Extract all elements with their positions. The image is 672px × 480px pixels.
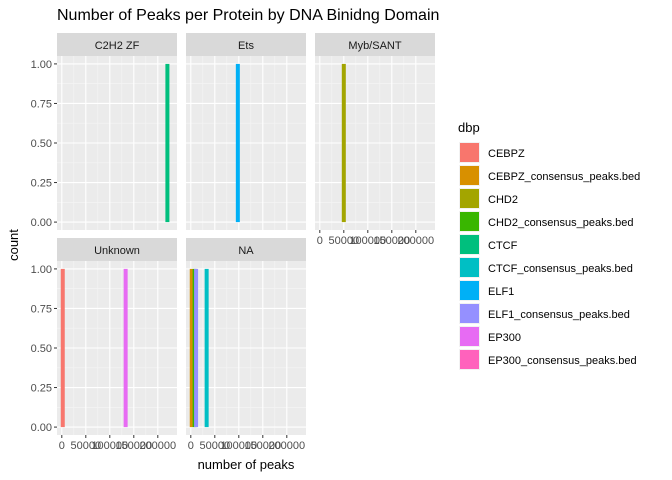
legend-swatch <box>460 304 479 323</box>
legend-swatch <box>460 212 479 231</box>
y-tick-label: 1.00 <box>31 264 52 276</box>
chart-title: Number of Peaks per Protein by DNA Binid… <box>57 7 439 24</box>
facet-strip <box>186 238 306 261</box>
legend-swatch <box>460 235 479 254</box>
x-tick-label: 0 <box>59 440 65 452</box>
y-tick-label: 0.25 <box>31 383 52 395</box>
facet-label: Ets <box>238 40 254 52</box>
y-tick-label: 0.25 <box>31 178 52 190</box>
bar-cebpz-consensus-peaks-bed <box>189 268 194 428</box>
x-tick-label: 200000 <box>139 440 176 452</box>
legend-label: ELF1_consensus_peaks.bed <box>488 309 630 321</box>
x-tick-label: 200000 <box>397 235 434 247</box>
legend-item: EP300_consensus_peaks.bed <box>459 349 637 370</box>
legend-item: CHD2 <box>459 188 518 209</box>
bar-ctcf-consensus-peaks-bed <box>204 268 209 428</box>
facet-strip <box>315 33 435 56</box>
facet-strip <box>57 33 177 56</box>
x-tick-label: 150000 <box>244 440 281 452</box>
facet-strip <box>57 238 177 261</box>
y-tick-label: 0.50 <box>31 343 52 355</box>
panel-unknown: Unknown 0.00 0.25 0.50 0.75 1.00 0 500001000001… <box>31 238 177 452</box>
legend-label: CTCF_consensus_peaks.bed <box>488 263 633 275</box>
facet-label: C2H2 ZF <box>95 40 140 52</box>
y-tick-label: 0.00 <box>31 217 52 229</box>
legend-label: CTCF <box>488 240 518 252</box>
bar-ep300 <box>123 268 128 428</box>
facet-strip <box>186 33 306 56</box>
x-tick-label: 0 <box>188 440 194 452</box>
legend-item: CTCF <box>459 234 518 255</box>
legend: dbp CEBPZ CEBPZ_consensus_peaks.bed CHD2 CHD… <box>458 120 640 370</box>
x-axis-label: number of peaks <box>198 457 295 472</box>
x-tick-label: 150000 <box>115 440 152 452</box>
facet-label: NA <box>238 245 254 257</box>
x-tick-label: 100000 <box>349 235 386 247</box>
panel-c2h2-zf: C2H2 ZF 0.00 0.25 0.50 0.75 1.00 <box>31 33 177 230</box>
y-tick-label: 0.50 <box>31 138 52 150</box>
legend-label: CEBPZ_consensus_peaks.bed <box>488 171 640 183</box>
y-tick-label: 0.75 <box>31 98 52 110</box>
legend-item: ELF1_consensus_peaks.bed <box>459 303 630 324</box>
legend-label: ELF1 <box>488 286 514 298</box>
legend-item: EP300 <box>459 326 521 347</box>
bar-elf1 <box>235 63 240 223</box>
y-axis-label: count <box>6 229 21 261</box>
y-tick-label: 0.75 <box>31 303 52 315</box>
x-tick-label: 100000 <box>220 440 257 452</box>
facet-label: Myb/SANT <box>348 40 401 52</box>
x-tick-label: 50000 <box>200 440 231 452</box>
panel-ets: Ets <box>186 33 306 230</box>
x-tick-label: 200000 <box>268 440 305 452</box>
legend-swatch <box>460 258 479 277</box>
legend-swatch <box>460 189 479 208</box>
legend-item: ELF1 <box>459 280 514 301</box>
bar-chd2 <box>341 63 346 223</box>
bar-elf1-consensus-peaks-bed <box>194 268 199 428</box>
legend-item: CTCF_consensus_peaks.bed <box>459 257 633 278</box>
y-tick-label: 0.00 <box>31 422 52 434</box>
x-tick-label: 150000 <box>373 235 410 247</box>
legend-swatch <box>460 350 479 369</box>
bar-cebpz <box>60 268 65 428</box>
legend-title: dbp <box>458 120 480 135</box>
legend-swatch <box>460 143 479 162</box>
legend-swatch <box>460 281 479 300</box>
legend-label: CEBPZ <box>488 148 525 160</box>
legend-swatch <box>460 327 479 346</box>
x-tick-label: 0 <box>317 235 323 247</box>
x-tick-label: 100000 <box>91 440 128 452</box>
legend-item: CHD2_consensus_peaks.bed <box>459 211 634 232</box>
x-tick-label: 50000 <box>329 235 360 247</box>
legend-label: CHD2 <box>488 194 518 206</box>
legend-swatch <box>460 166 479 185</box>
x-tick-label: 50000 <box>71 440 102 452</box>
legend-label: EP300 <box>488 332 521 344</box>
legend-item: CEBPZ_consensus_peaks.bed <box>459 165 640 186</box>
facet-label: Unknown <box>94 245 140 257</box>
legend-label: CHD2_consensus_peaks.bed <box>488 217 634 229</box>
legend-label: EP300_consensus_peaks.bed <box>488 355 637 367</box>
legend-item: CEBPZ <box>459 142 525 163</box>
y-tick-label: 1.00 <box>31 59 52 71</box>
bar-ctcf <box>165 63 170 223</box>
